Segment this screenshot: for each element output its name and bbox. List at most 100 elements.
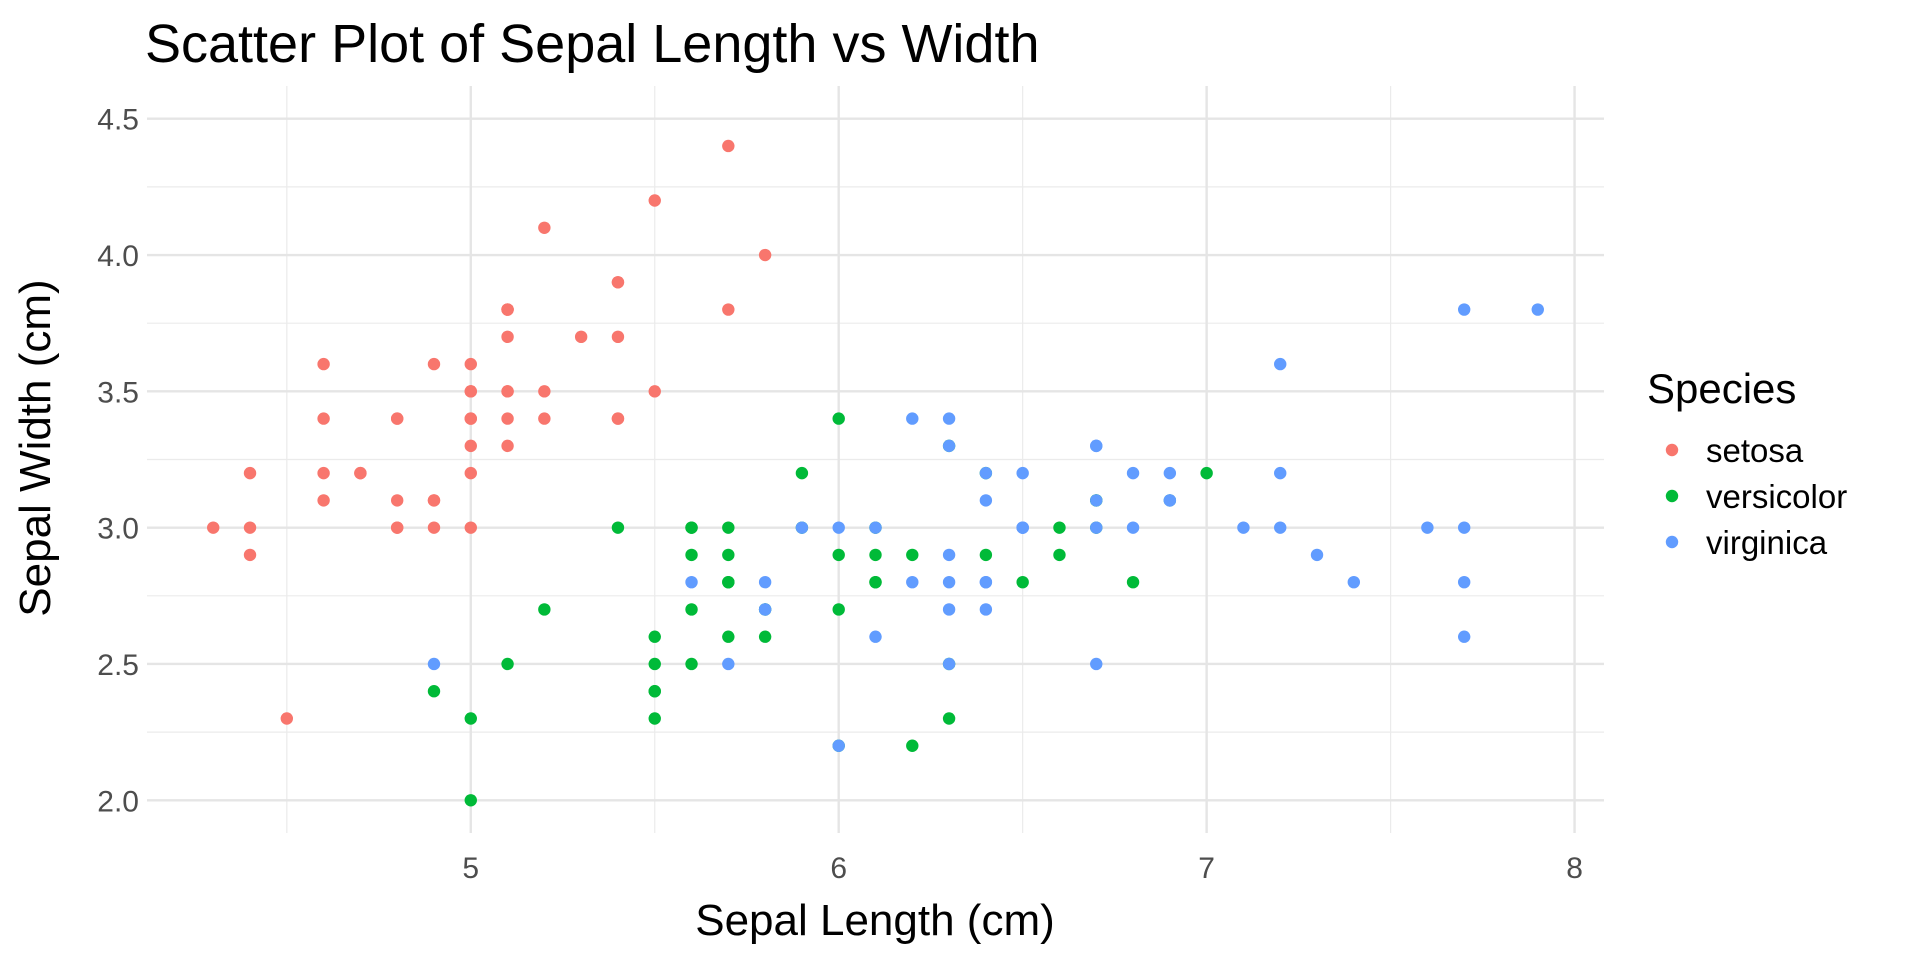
- point-setosa: [758, 248, 772, 262]
- point-setosa: [538, 412, 551, 425]
- y-tick-label: 4.5: [97, 104, 139, 137]
- point-virginica: [979, 603, 993, 616]
- point-versicolor: [795, 466, 809, 480]
- point-versicolor: [758, 630, 772, 643]
- point-setosa: [574, 330, 588, 344]
- point-setosa: [390, 521, 404, 534]
- point-versicolor: [722, 575, 735, 589]
- point-setosa: [243, 548, 257, 562]
- point-versicolor: [648, 657, 661, 671]
- point-versicolor: [685, 657, 698, 671]
- point-versicolor: [1126, 575, 1140, 589]
- point-virginica: [942, 439, 956, 453]
- point-versicolor: [722, 521, 735, 534]
- point-setosa: [317, 357, 330, 371]
- point-virginica: [1016, 521, 1029, 534]
- point-versicolor: [685, 521, 698, 534]
- point-setosa: [390, 412, 404, 425]
- point-versicolor: [464, 712, 477, 725]
- legend-title: Species: [1647, 365, 1796, 412]
- x-tick-label: 7: [1198, 852, 1215, 885]
- point-setosa: [464, 439, 477, 453]
- point-virginica: [1274, 521, 1287, 534]
- legend-key-virginica: [1665, 535, 1679, 549]
- point-versicolor: [501, 657, 514, 671]
- point-versicolor: [832, 548, 845, 562]
- point-virginica: [1347, 575, 1361, 589]
- point-virginica: [1090, 439, 1103, 453]
- x-tick-label: 5: [462, 852, 479, 885]
- point-setosa: [354, 466, 367, 480]
- point-setosa: [538, 385, 551, 398]
- y-axis-title: Sepal Width (cm): [11, 279, 60, 616]
- x-tick-label: 6: [830, 852, 847, 885]
- point-setosa: [464, 466, 477, 480]
- point-versicolor: [1016, 575, 1029, 589]
- axis-ticks: 5 6 7 8 2.0 2.5 3.0 3.5 4.0 4.5: [97, 104, 1583, 885]
- point-versicolor: [611, 521, 625, 534]
- point-virginica: [1090, 657, 1103, 671]
- point-virginica: [942, 548, 956, 562]
- point-versicolor: [1053, 521, 1066, 534]
- y-tick-label: 2.0: [97, 785, 139, 818]
- point-virginica: [1457, 575, 1471, 589]
- legend-label-virginica: virginica: [1706, 524, 1828, 561]
- point-virginica: [427, 657, 441, 671]
- point-virginica: [832, 521, 845, 534]
- y-tick-label: 3.5: [97, 376, 139, 409]
- point-virginica: [979, 466, 993, 480]
- point-setosa: [501, 385, 514, 398]
- point-virginica: [1457, 303, 1471, 316]
- point-virginica: [1163, 466, 1177, 480]
- point-versicolor: [648, 685, 661, 698]
- point-setosa: [501, 330, 514, 344]
- point-versicolor: [722, 630, 735, 643]
- point-virginica: [1531, 303, 1544, 316]
- point-virginica: [685, 575, 698, 589]
- point-virginica: [1090, 494, 1103, 507]
- point-virginica: [758, 603, 772, 616]
- point-virginica: [942, 603, 956, 616]
- point-virginica: [942, 412, 956, 425]
- point-virginica: [869, 630, 882, 643]
- point-virginica: [942, 575, 956, 589]
- point-versicolor: [538, 603, 551, 616]
- point-virginica: [1457, 630, 1471, 643]
- point-setosa: [648, 385, 661, 398]
- y-tick-label: 2.5: [97, 649, 139, 682]
- point-versicolor: [869, 548, 882, 562]
- point-setosa: [648, 194, 661, 207]
- point-versicolor: [648, 712, 661, 725]
- point-setosa: [501, 439, 514, 453]
- point-versicolor: [906, 548, 919, 562]
- point-setosa: [464, 357, 477, 371]
- point-virginica: [1457, 521, 1471, 534]
- point-virginica: [1090, 521, 1103, 534]
- legend-label-versicolor: versicolor: [1706, 478, 1847, 515]
- point-setosa: [207, 521, 220, 534]
- data-points: [207, 139, 1544, 807]
- point-versicolor: [464, 794, 477, 807]
- point-virginica: [795, 521, 809, 534]
- point-versicolor: [427, 685, 441, 698]
- point-virginica: [1310, 548, 1324, 562]
- point-setosa: [722, 303, 735, 316]
- point-setosa: [243, 521, 257, 534]
- point-versicolor: [979, 548, 993, 562]
- point-virginica: [906, 412, 919, 425]
- point-virginica: [1237, 521, 1250, 534]
- point-setosa: [243, 466, 257, 480]
- point-setosa: [611, 276, 625, 289]
- point-setosa: [427, 521, 441, 534]
- point-virginica: [1016, 466, 1029, 480]
- x-axis-title: Sepal Length (cm): [695, 896, 1055, 945]
- point-setosa: [317, 466, 330, 480]
- y-tick-label: 4.0: [97, 240, 139, 273]
- point-versicolor: [1200, 466, 1213, 480]
- y-tick-label: 3.0: [97, 513, 139, 546]
- point-versicolor: [942, 712, 956, 725]
- point-virginica: [1274, 466, 1287, 480]
- point-setosa: [611, 330, 625, 344]
- point-virginica: [722, 657, 735, 671]
